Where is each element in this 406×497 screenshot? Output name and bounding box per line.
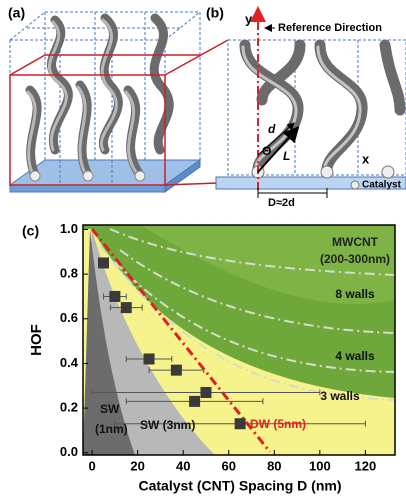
catalyst-label: Catalyst xyxy=(362,180,402,191)
axis-label: y xyxy=(245,11,253,26)
annotation: 4 walls xyxy=(335,349,375,363)
annotation: SW xyxy=(100,402,120,416)
reference-label: Reference Direction xyxy=(278,22,382,34)
annotation: (1nm) xyxy=(95,422,128,436)
panel-label: (c) xyxy=(22,223,39,239)
chart: (c) HOF Catalyst (CNT) Spacing D (nm) 0.… xyxy=(22,221,395,494)
annotation: DW (5nm) xyxy=(250,417,306,431)
figure: (a) (b) y Reference Direction xyxy=(0,0,406,497)
point xyxy=(200,387,211,398)
point xyxy=(189,396,200,407)
label: Θ xyxy=(262,144,271,158)
axis-label: x xyxy=(362,151,370,166)
label: d xyxy=(268,122,276,136)
y-tick-label: 0.8 xyxy=(60,266,78,281)
x-axis-label: Catalyst (CNT) Spacing D (nm) xyxy=(138,478,341,494)
point xyxy=(121,302,132,313)
y-tick-label: 0.2 xyxy=(60,400,78,415)
x-tick-label: 80 xyxy=(267,458,281,473)
x-tick-label: 40 xyxy=(176,458,190,473)
y-tick-label: 0.4 xyxy=(60,355,79,370)
annotation: MWCNT xyxy=(332,235,379,249)
point xyxy=(144,353,155,364)
y-tick-label: 1.0 xyxy=(60,221,78,236)
point xyxy=(109,291,120,302)
x-tick-label: 100 xyxy=(309,458,331,473)
point xyxy=(171,365,182,376)
x-tick-label: 120 xyxy=(355,458,377,473)
x-tick-label: 20 xyxy=(130,458,144,473)
panel-label: (b) xyxy=(206,5,224,21)
y-tick-label: 0.6 xyxy=(60,310,78,325)
diagram-a: (a) xyxy=(8,5,228,192)
point xyxy=(98,257,109,268)
panel-label: (a) xyxy=(8,5,25,21)
annotation: SW (3nm) xyxy=(140,418,195,432)
spacing-label: D≈2d xyxy=(268,197,295,209)
y-axis-label: HOF xyxy=(28,324,45,356)
diagram-b: (b) y Reference Direction d Θ L x Cataly… xyxy=(206,5,406,209)
y-tick-label: 0.0 xyxy=(60,444,78,459)
label: L xyxy=(283,149,290,163)
annotation: 3 walls xyxy=(320,389,360,403)
annotation: 8 walls xyxy=(335,287,375,301)
point xyxy=(235,418,246,429)
x-tick-label: 0 xyxy=(88,458,95,473)
x-tick-label: 60 xyxy=(222,458,236,473)
annotation: (200-300nm) xyxy=(320,252,390,266)
